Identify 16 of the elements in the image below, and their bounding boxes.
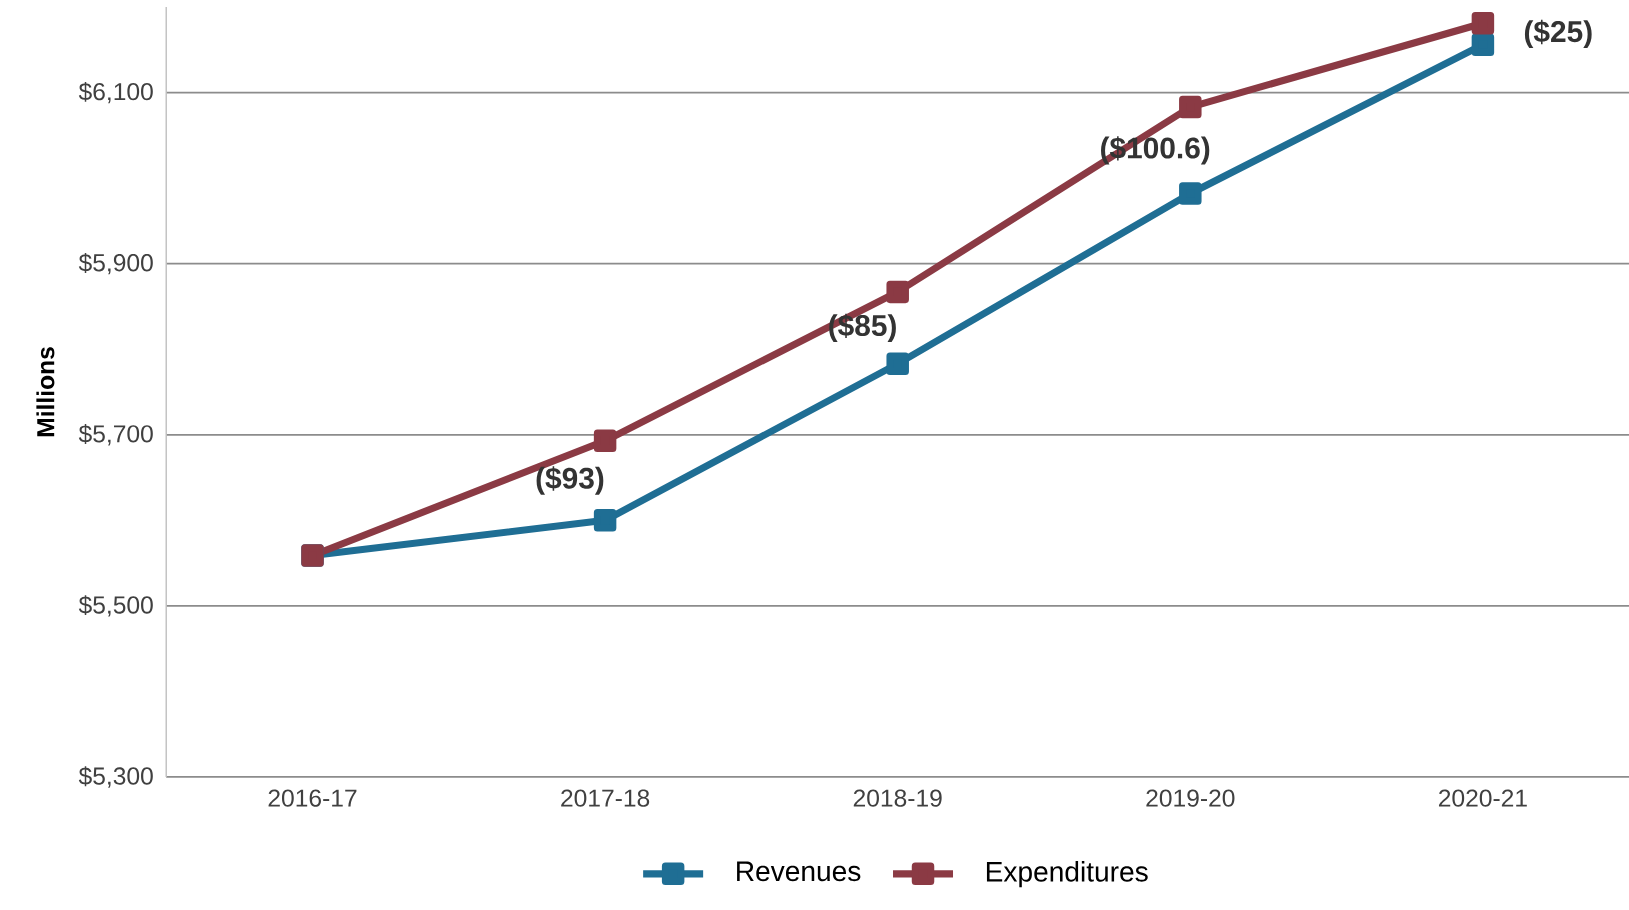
annotation: ($25) xyxy=(1524,19,1592,49)
x-tick-label: 2019-20 xyxy=(1146,789,1235,807)
y-axis-title: Millions xyxy=(36,347,55,437)
x-tick-label: 2020-21 xyxy=(1438,789,1527,807)
x-tick-label: 2018-19 xyxy=(853,789,942,807)
y-tick-label: $5,300 xyxy=(78,766,153,788)
y-tick-label: $5,700 xyxy=(78,424,153,446)
x-tick-label: 2016-17 xyxy=(268,789,357,807)
y-tick-label: $5,900 xyxy=(78,253,153,275)
y-tick-label: $5,500 xyxy=(78,595,153,617)
annotation: ($93) xyxy=(536,466,604,495)
annotation: ($85) xyxy=(829,313,896,342)
legend-label: Revenues xyxy=(737,861,861,882)
x-tick-label: 2017-18 xyxy=(561,789,650,807)
y-tick-label: $6,100 xyxy=(78,81,153,104)
legend-label: Expenditures xyxy=(986,861,1148,888)
